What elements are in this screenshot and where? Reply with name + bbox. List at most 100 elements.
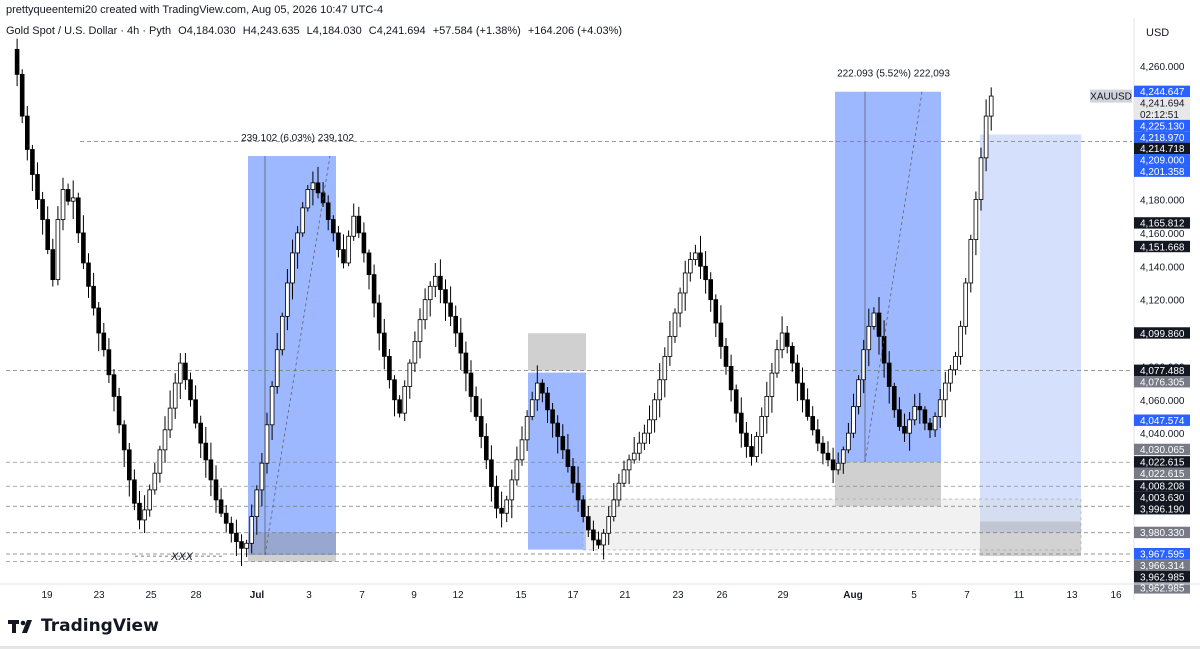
candle-body	[509, 479, 515, 501]
candle-body	[203, 442, 209, 461]
candle-body	[667, 335, 673, 357]
price-label-box	[1134, 119, 1190, 132]
candle-body	[132, 479, 137, 504]
candle-body	[50, 249, 56, 281]
candle-body	[881, 335, 887, 364]
candle-body	[60, 189, 66, 220]
price-label: 4,218.970	[1140, 133, 1185, 144]
candle-body	[285, 282, 290, 317]
x-tick-label: 28	[190, 590, 202, 601]
zone-rect-zone	[980, 521, 1081, 557]
candle-body	[677, 292, 683, 314]
candle-body	[30, 149, 35, 175]
candle-body	[427, 285, 433, 301]
x-tick-label: 23	[93, 590, 105, 601]
price-label-box	[1134, 240, 1190, 253]
price-label-box	[1134, 217, 1190, 229]
tradingview-logo: TradingView	[8, 616, 159, 636]
candle-body	[157, 449, 163, 474]
candle-body	[356, 215, 362, 234]
candle-body	[417, 319, 423, 342]
candle-body	[341, 249, 346, 264]
y-tick-label: 4,160.000	[1140, 229, 1185, 240]
x-tick-label: 11	[1014, 590, 1025, 601]
candle-body	[718, 322, 724, 347]
candle-body	[545, 392, 550, 411]
price-label-box	[1134, 108, 1190, 120]
candle-body	[626, 459, 632, 471]
candle-body	[91, 285, 96, 309]
candle-body	[70, 197, 76, 202]
candle-body	[621, 469, 627, 484]
price-label: 4,008.208	[1140, 482, 1185, 493]
candle-body	[218, 499, 224, 514]
x-tick-label: 9	[411, 590, 417, 601]
candle-body	[611, 499, 617, 517]
candle-body	[392, 379, 397, 401]
candle-body	[147, 489, 153, 511]
candle-body	[295, 232, 300, 254]
candle-body	[40, 199, 45, 220]
x-tick-label: 17	[567, 590, 579, 601]
candle-body	[948, 369, 953, 384]
candle-body	[713, 299, 719, 324]
candle-body	[876, 312, 882, 337]
price-label: 4,003.630	[1140, 493, 1185, 504]
candle-body	[172, 382, 178, 409]
candle-body	[177, 362, 183, 384]
candle-body	[458, 332, 464, 354]
annotation-label: XXX	[170, 551, 194, 563]
candle-body	[642, 432, 647, 444]
candle-body	[693, 252, 698, 261]
symbol-title: Gold Spot / U.S. Dollar · 4h · Pyth	[6, 25, 172, 37]
candle-body	[483, 436, 489, 461]
candle-body	[239, 541, 244, 549]
candle-body	[927, 422, 933, 431]
candle-body	[111, 374, 117, 397]
measure-label: 222.093 (5.52%) 222,093	[837, 69, 950, 80]
candle-body	[183, 362, 188, 381]
candle-body	[682, 272, 688, 294]
candle-body	[917, 406, 923, 411]
x-tick-label: Jul	[250, 590, 265, 601]
candle-body	[494, 486, 499, 509]
candle-body	[963, 282, 968, 327]
candle-body	[728, 366, 734, 391]
candle-body	[575, 482, 581, 501]
candle-body	[473, 396, 479, 417]
candle-body	[586, 516, 591, 531]
zone-rect-projection	[980, 134, 1081, 533]
candle-body	[351, 215, 356, 237]
candle-body	[733, 389, 739, 414]
price-label-box	[1134, 443, 1190, 456]
price-label: 4,151.668	[1140, 242, 1185, 253]
y-tick-label: 4,180.000	[1140, 196, 1185, 207]
candle-body	[305, 189, 311, 209]
x-tick-label: 5	[911, 590, 917, 601]
candle-body	[330, 219, 336, 234]
candle-body	[953, 355, 958, 371]
x-tick-label: 7	[964, 590, 970, 601]
price-label: 4,244.647	[1140, 87, 1185, 98]
candle-body	[637, 442, 642, 454]
candle-body	[361, 232, 367, 254]
candle-body	[448, 302, 453, 317]
candle-body	[769, 372, 775, 397]
candle-body	[468, 372, 474, 397]
candle-body	[723, 345, 729, 367]
candle-body	[805, 399, 810, 417]
candle-body	[550, 409, 555, 424]
candle-body	[397, 399, 402, 414]
candle-body	[443, 289, 448, 304]
candle-body	[973, 199, 979, 240]
price-label-box	[1134, 480, 1190, 492]
candle-body	[137, 502, 142, 521]
candle-body	[188, 379, 193, 401]
candle-body	[274, 349, 280, 387]
price-label-box	[1134, 503, 1190, 515]
candle-body	[647, 419, 652, 434]
candle-body	[968, 239, 974, 284]
price-label: 4,214.718	[1140, 144, 1185, 155]
price-label-box	[1134, 375, 1190, 388]
